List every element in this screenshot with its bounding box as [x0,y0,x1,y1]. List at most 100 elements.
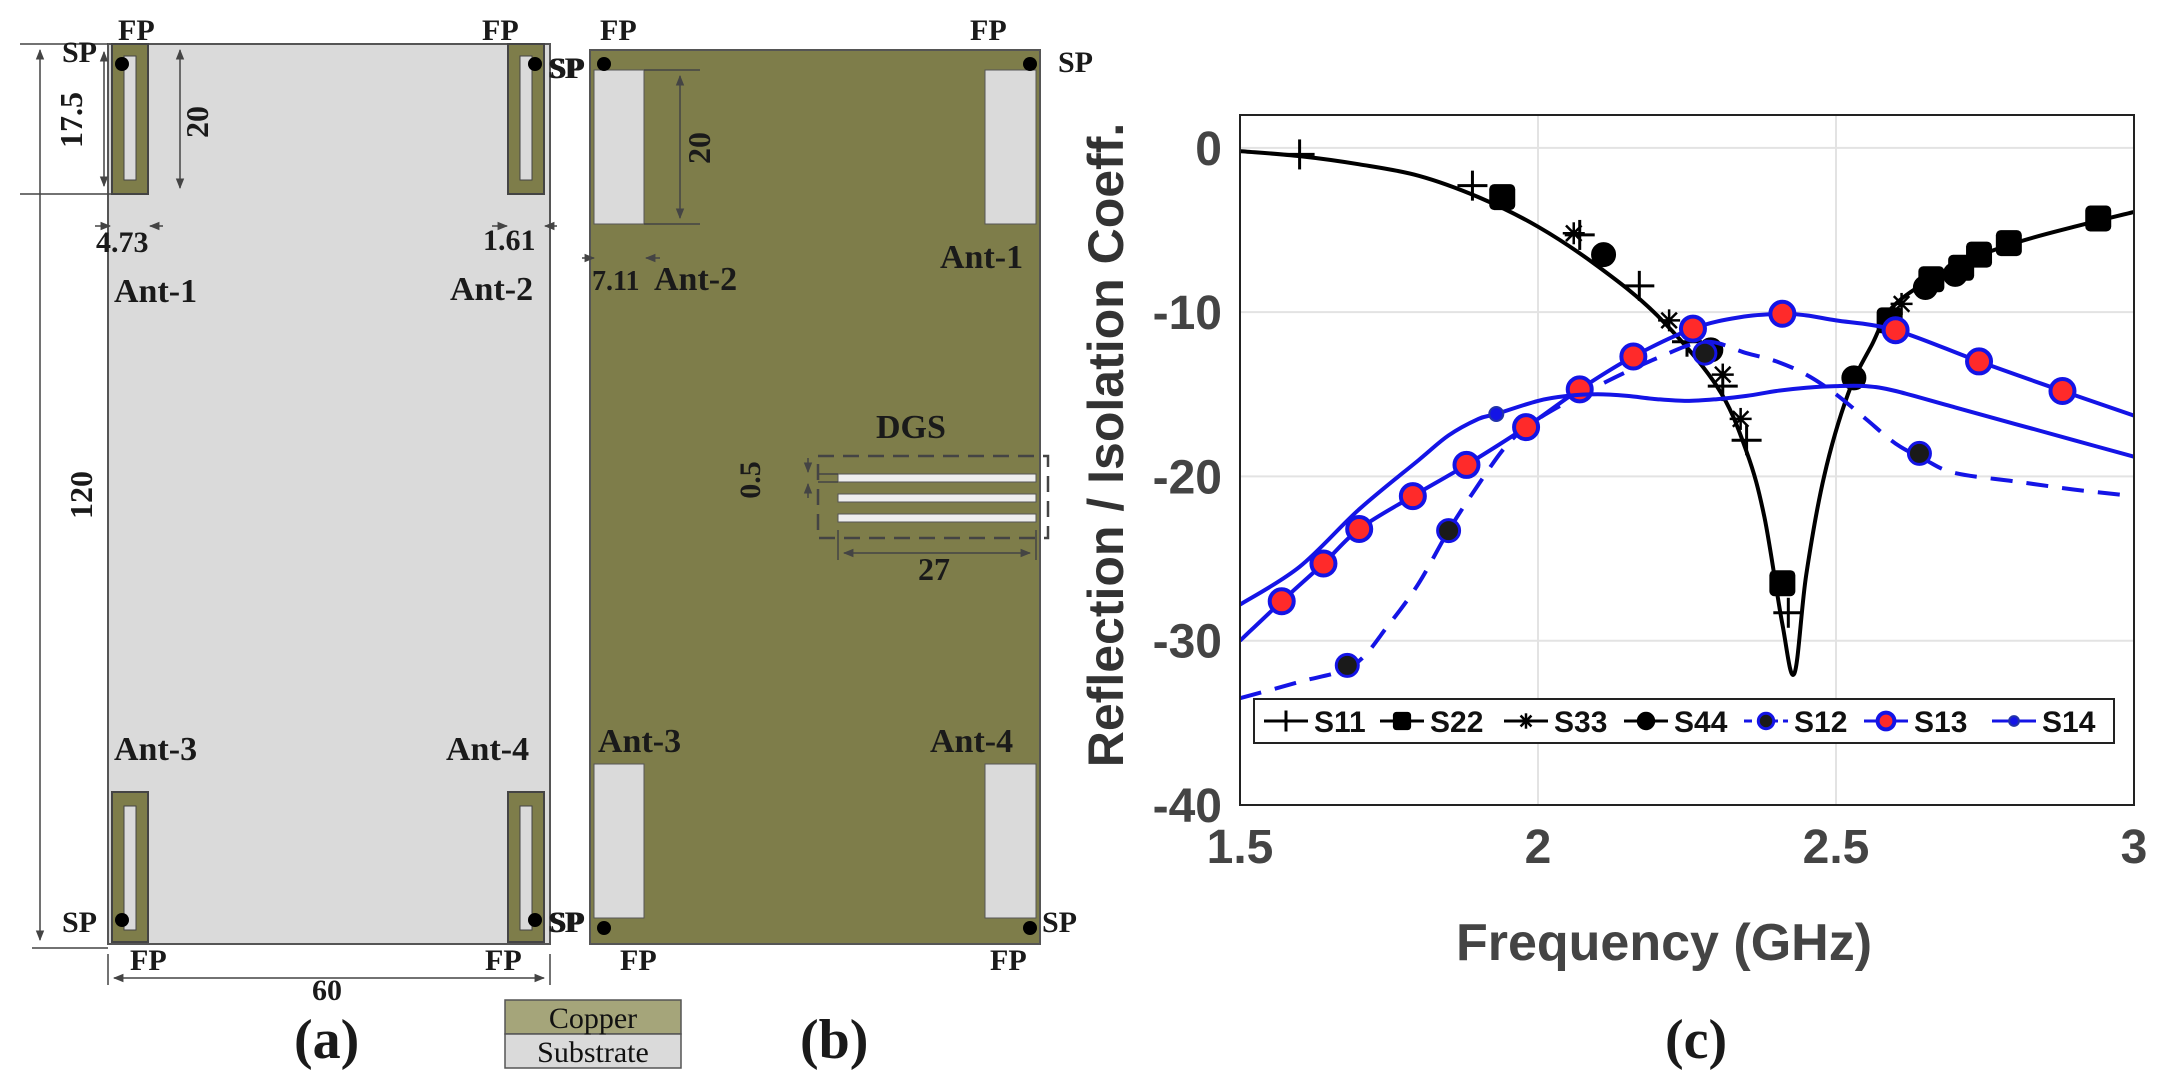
series-s33-marker-0 [1562,222,1585,245]
series-s22-marker-7 [2085,205,2112,232]
series-s13-marker-6-shape [1565,375,1594,404]
axis-ticks: 1.5 2 2.5 3 0 -10 -20 -30 -40 [1153,123,2148,874]
panel-a: FP FP FP FP SP SP SP SP 17.5 20 4.73 1.6… [20,14,583,1071]
series-s33-marker-2-ray3 [1714,365,1732,384]
series-s12-marker-0 [1334,652,1360,678]
series-s13-marker-0-shape [1267,587,1296,616]
dim-patch-width-label: 7.11 [592,266,639,297]
series-s11-marker-2 [1564,219,1595,250]
series-s13-marker-9 [1768,299,1797,328]
short-point-b1 [597,57,611,71]
series-s13-marker-10 [1881,316,1910,345]
y-tick-label-3: -30 [1153,616,1222,669]
series-s33-marker-3-ray3 [1731,410,1750,428]
feed-point-label-a2: FP [482,14,519,47]
series-s22-marker-6 [1995,230,2022,257]
legend-marker-s12 [1756,711,1776,731]
series-s22-marker-7-shape [2085,205,2112,232]
series-s33-marker-1-ray3 [1660,311,1678,330]
plot-area [1240,115,2134,805]
series-s13-marker-0 [1267,587,1296,616]
series-s13-marker-5-shape [1512,413,1541,442]
short-point-a1 [115,57,129,71]
panel-c-chart: 1.5 2 2.5 3 0 -10 -20 -30 -40 S11 S22 S33 S44 S12 S13… [1078,114,2148,1071]
series-s13-marker-11-shape [1965,347,1994,376]
series-s13-marker-2-shape [1345,515,1374,543]
copper-swatch [504,999,682,1035]
short-point-b3 [597,921,611,935]
antenna-label-b4: Ant-4 [930,723,1013,760]
series-s13-marker-8-shape [1678,314,1707,343]
series-s12-marker-2 [1692,340,1718,366]
series-s22-marker-0 [1489,184,1516,211]
legend-label-s12: S12 [1794,706,1847,739]
x-tick-label-0: 1.5 [1207,821,1274,874]
y-tick-label-1: -10 [1153,287,1222,340]
feed-point-label-b2: FP [970,14,1007,47]
legend-marker-s22-shape [1392,711,1412,731]
short-point-label-a1: SP [62,36,97,69]
series-s13-marker-11 [1965,347,1994,376]
short-point-a4 [528,913,542,927]
feed-point-label-a4: FP [485,944,522,977]
series-s44-marker-2 [1841,365,1867,391]
series-s13-marker-4-shape [1452,450,1481,479]
series-s12-marker-2-shape [1692,340,1718,366]
patch-b-bottomright [984,763,1037,919]
dgs-slots [816,454,1050,540]
series-s44-marker-4-shape [1942,261,1968,287]
y-axis-label: Reflection / Isolation Coeff. [1078,123,1134,767]
y-tick-label-0: 0 [1195,123,1222,176]
series-s44-marker-3 [1912,275,1938,300]
series-s22-marker-1-shape [1769,570,1796,597]
series-s33-marker-0-ray3 [1565,224,1583,242]
legend-marker-s44-shape [1636,711,1656,731]
series-s22-marker-1 [1769,570,1796,597]
short-point-label-b3: SP [550,906,585,939]
dimension-lines-a [20,43,557,985]
antenna-label-a3: Ant-3 [114,731,197,768]
legend-label-s14: S14 [2042,706,2096,739]
patch-b-topright [984,69,1037,225]
series-s44-marker-3-shape [1912,275,1938,300]
legend-marker-s13-shape [1875,710,1897,732]
legend-label-s44: S44 [1674,706,1728,739]
series-s12-marker-0-shape [1334,652,1360,678]
legend-marker-s13 [1875,710,1897,732]
caption-b: (b) [800,1009,868,1071]
short-point-a2 [528,57,542,71]
series-s11-marker-0 [1284,139,1315,170]
plot-frame [1239,114,2135,806]
series-s44-marker-4 [1942,261,1968,287]
legend-marker-s12-shape [1756,711,1776,731]
series-s13-marker-1 [1309,549,1338,578]
series-s13-marker-9-shape [1768,299,1797,328]
series-s22-marker-5-shape [1966,241,1993,268]
short-point-label-a3: SP [62,906,97,939]
plot-series [1240,139,2134,701]
feed-point-label-b1: FP [600,14,637,47]
series-s13-marker-2 [1345,515,1374,543]
feed-point-label-b3: FP [620,944,657,977]
legend-label-s11: S11 [1314,706,1366,739]
series-s13-marker-10-shape [1881,316,1910,345]
series-s44-marker-0 [1591,242,1617,268]
series-s13-marker-7 [1619,342,1648,371]
antenna-element-a2 [507,43,545,195]
series-s13-marker-12-shape [2048,377,2077,405]
series-s22-marker-5 [1966,241,1993,268]
patch-b-bottomleft [593,763,645,919]
x-axis-label: Frequency (GHz) [1456,914,1872,972]
dim-element-length-label: 20 [179,106,215,138]
series-s33-marker-3 [1729,407,1752,430]
short-point-a3 [115,913,129,927]
dim-dgs-length-label: 27 [918,551,950,587]
short-point-label-b2: SP [1058,46,1093,79]
dim-width-label: 60 [312,974,342,1007]
short-point-b4 [1023,921,1037,935]
series-s12-marker-3-shape [1906,440,1932,466]
x-tick-label-1: 2 [1525,821,1552,874]
legend-marker-s14 [2008,715,2020,727]
series-s33-marker-4 [1890,292,1913,315]
series-s13-marker-5 [1512,413,1541,442]
